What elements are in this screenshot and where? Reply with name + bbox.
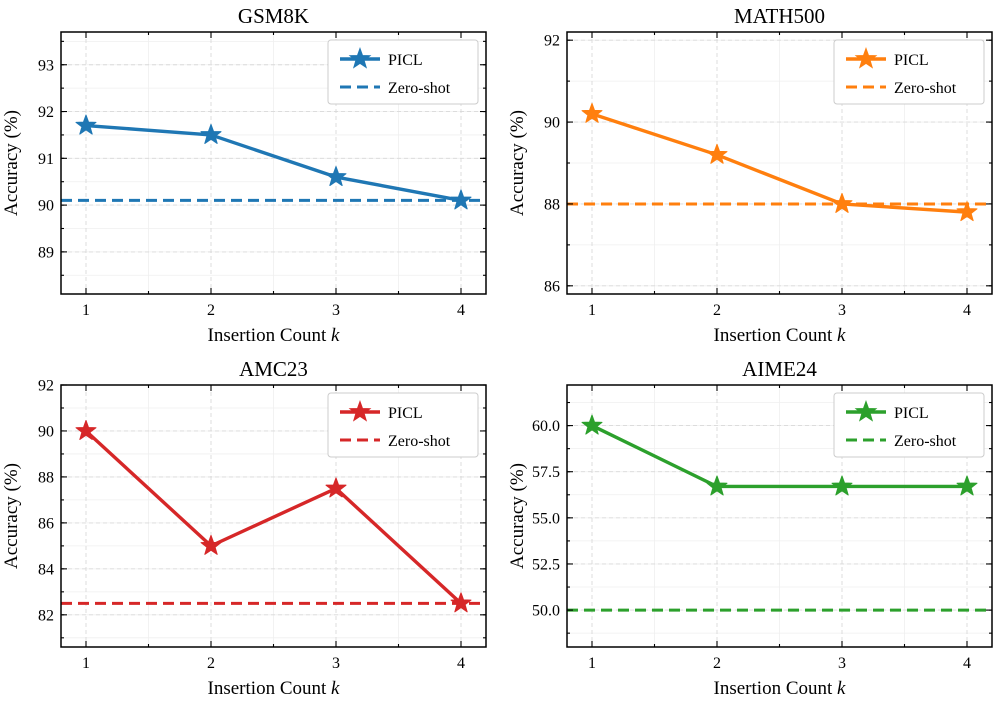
panel-gsm8k: 89 90 91 92 93 1 2 3 4 GSM8K Insertion Count k Accu… <box>1 4 487 346</box>
legend-label: PICL <box>388 52 423 69</box>
picl-point <box>450 592 472 613</box>
y-axis-label: Accuracy (%) <box>507 463 528 569</box>
x-tick-label: 1 <box>82 302 90 319</box>
x-axis-label: Insertion Count k <box>714 325 847 346</box>
y-tick-label: 82 <box>38 607 54 624</box>
legend-picl-marker <box>854 47 878 69</box>
y-tick-label: 60.0 <box>532 418 560 435</box>
panel-title: MATH500 <box>734 4 825 28</box>
x-tick-label: 3 <box>332 655 340 672</box>
x-tick-label: 3 <box>838 655 846 672</box>
picl-line <box>590 423 969 489</box>
y-tick-label: 84 <box>38 561 54 578</box>
picl-point <box>706 143 728 164</box>
picl-point <box>325 166 347 187</box>
x-tick-label: 3 <box>332 302 340 319</box>
y-tick-label: 92 <box>38 378 54 395</box>
x-axis-label: Insertion Count k <box>208 678 341 699</box>
picl-point <box>956 201 978 222</box>
y-axis-label: Accuracy (%) <box>1 110 22 216</box>
legend-label: PICL <box>894 405 929 422</box>
legend-label: Zero-shot <box>388 433 451 450</box>
y-tick-label: 88 <box>38 469 54 486</box>
picl-point <box>75 419 97 440</box>
picl-line <box>84 123 463 203</box>
legend: PICL Zero-shot <box>833 39 985 105</box>
picl-point <box>75 114 97 135</box>
legend-label: PICL <box>388 405 423 422</box>
picl-point <box>831 475 853 496</box>
panel-title: AMC23 <box>239 357 308 381</box>
legend-picl-marker <box>348 47 372 69</box>
y-axis-label: Accuracy (%) <box>507 110 528 216</box>
picl-point <box>581 102 603 123</box>
picl-point <box>200 123 222 144</box>
panel-math500: 86 88 90 92 1 2 3 4 MATH500 Insertion Count k Accu… <box>507 4 993 346</box>
legend-label: Zero-shot <box>894 80 957 97</box>
picl-point <box>956 475 978 496</box>
legend-label: Zero-shot <box>388 80 451 97</box>
x-tick-label: 1 <box>588 655 596 672</box>
y-tick-label: 52.5 <box>532 556 560 573</box>
picl-point <box>581 414 603 435</box>
picl-point <box>831 192 853 213</box>
y-tick-label: 89 <box>38 244 54 261</box>
y-tick-label: 90 <box>544 115 560 132</box>
panel-title: GSM8K <box>238 4 309 28</box>
x-axis-label: Insertion Count k <box>208 325 341 346</box>
x-tick-label: 2 <box>207 302 215 319</box>
y-tick-label: 90 <box>38 423 54 440</box>
picl-point <box>450 189 472 210</box>
y-tick-label: 88 <box>544 196 560 213</box>
y-tick-label: 55.0 <box>532 510 560 527</box>
y-tick-label: 86 <box>38 515 54 532</box>
legend: PICL Zero-shot <box>327 39 479 105</box>
legend-picl-marker <box>854 400 878 422</box>
x-tick-label: 2 <box>207 655 215 672</box>
x-tick-label: 2 <box>713 655 721 672</box>
x-tick-label: 3 <box>838 302 846 319</box>
x-tick-label: 1 <box>82 655 90 672</box>
picl-point <box>200 534 222 555</box>
y-tick-label: 57.5 <box>532 464 560 481</box>
legend-label: Zero-shot <box>894 433 957 450</box>
y-tick-label: 93 <box>38 57 54 74</box>
x-tick-label: 4 <box>457 655 465 672</box>
x-tick-label: 1 <box>588 302 596 319</box>
y-tick-label: 50.0 <box>532 603 560 620</box>
x-tick-label: 4 <box>963 655 971 672</box>
panel-aime24: 50.0 52.5 55.0 57.5 60.0 1 2 3 4 AIME24 Insertion … <box>507 357 993 699</box>
y-tick-label: 92 <box>544 33 560 50</box>
y-tick-label: 92 <box>38 104 54 121</box>
panel-amc23: 82 84 86 88 90 92 1 2 3 4 AMC23 Insertion Count k Ac… <box>1 357 487 699</box>
picl-point <box>325 477 347 498</box>
picl-line <box>590 112 969 214</box>
picl-line <box>84 429 463 606</box>
y-tick-label: 86 <box>544 278 560 295</box>
x-tick-label: 4 <box>963 302 971 319</box>
picl-point <box>706 475 728 496</box>
legend-picl-marker <box>348 400 372 422</box>
x-tick-label: 2 <box>713 302 721 319</box>
y-axis-label: Accuracy (%) <box>1 463 22 569</box>
legend: PICL Zero-shot <box>833 392 985 458</box>
legend: PICL Zero-shot <box>327 392 479 458</box>
x-tick-label: 4 <box>457 302 465 319</box>
y-tick-label: 91 <box>38 151 54 168</box>
legend-label: PICL <box>894 52 929 69</box>
x-axis-label: Insertion Count k <box>714 678 847 699</box>
panel-title: AIME24 <box>742 357 817 381</box>
y-tick-label: 90 <box>38 198 54 215</box>
